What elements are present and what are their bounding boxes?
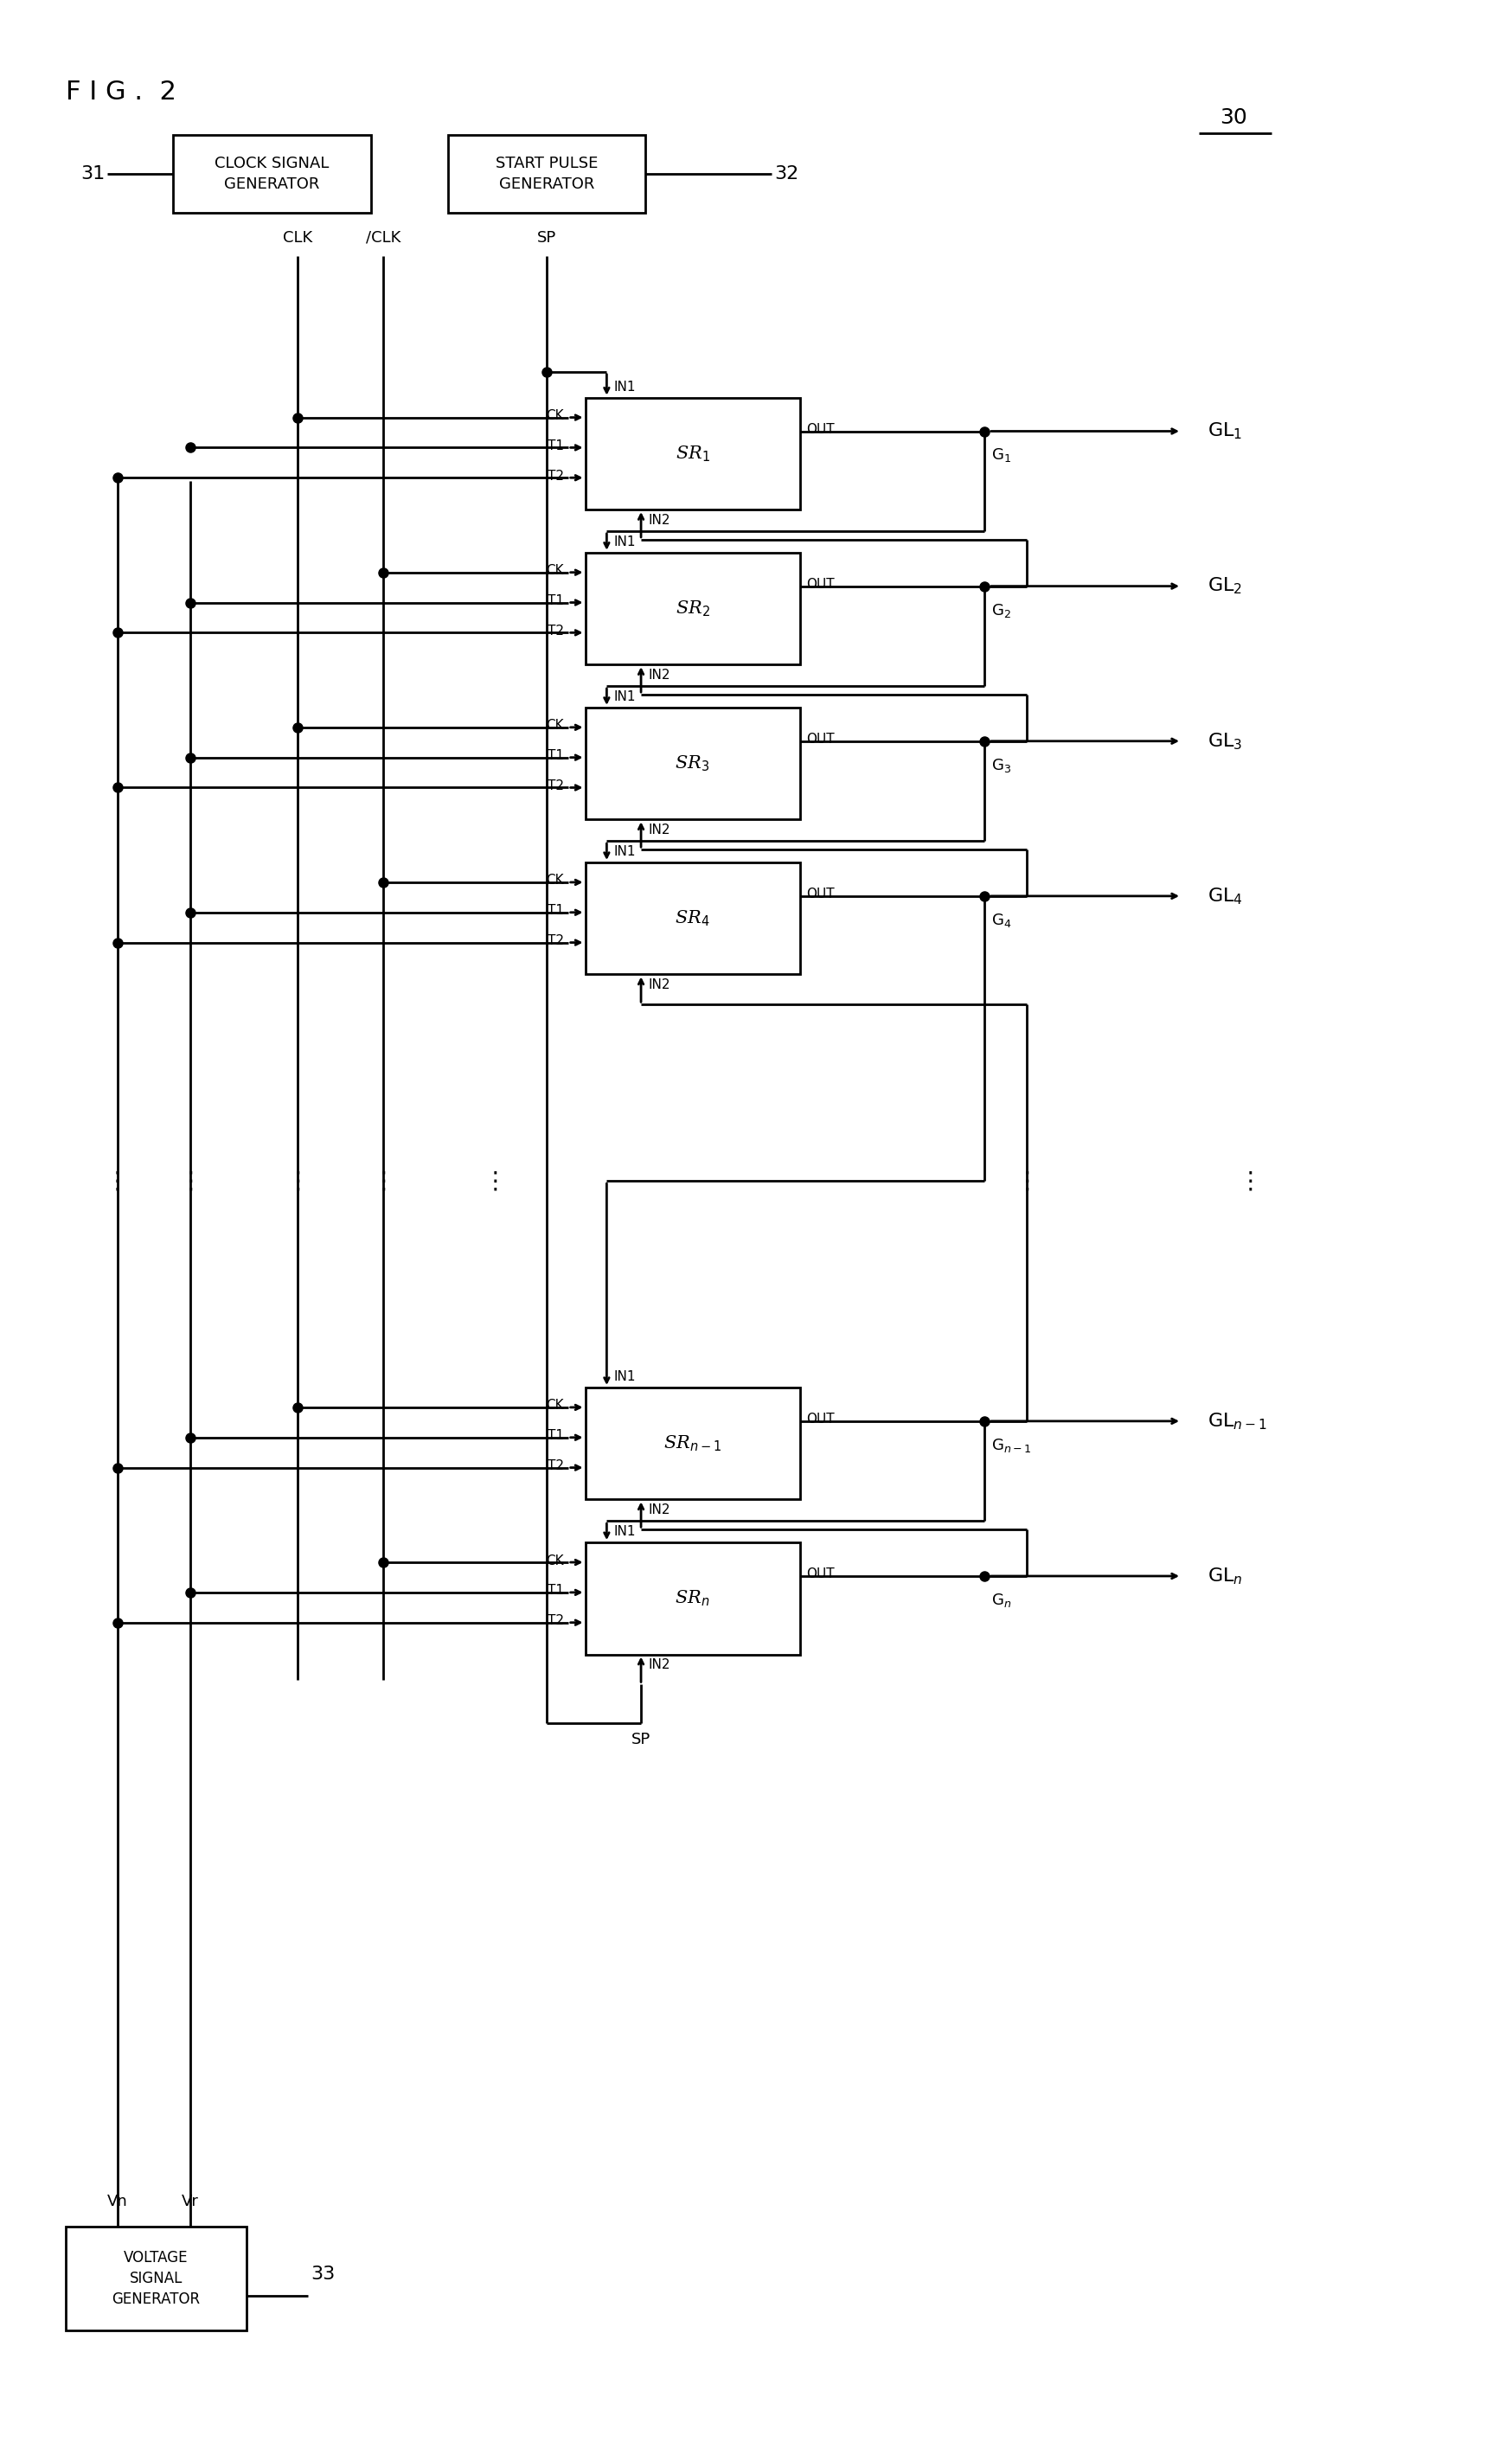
Text: ⋮: ⋮ (106, 1170, 130, 1194)
Text: 33: 33 (310, 2266, 336, 2283)
Text: CK: CK (546, 564, 564, 576)
Text: ⋮: ⋮ (372, 1170, 396, 1194)
Text: CLOCK SIGNAL
GENERATOR: CLOCK SIGNAL GENERATOR (215, 156, 330, 193)
Text: IN2: IN2 (647, 1658, 670, 1673)
Text: T1: T1 (547, 440, 564, 452)
Text: T2: T2 (547, 935, 564, 947)
Text: T2: T2 (547, 625, 564, 637)
Bar (585, 862, 800, 974)
Bar (448, 134, 646, 212)
Text: OUT: OUT (806, 733, 835, 745)
Bar (585, 1387, 800, 1499)
Text: CK: CK (546, 874, 564, 886)
Text: OUT: OUT (806, 1414, 835, 1426)
Text: IN1: IN1 (614, 845, 635, 857)
Text: 31: 31 (80, 166, 104, 183)
Text: IN1: IN1 (614, 1370, 635, 1382)
Text: START PULSE
GENERATOR: START PULSE GENERATOR (496, 156, 597, 193)
Text: G$_1$: G$_1$ (992, 447, 1012, 464)
Bar (585, 708, 800, 821)
Text: GL$_4$: GL$_4$ (1208, 886, 1243, 906)
Text: IN2: IN2 (647, 513, 670, 527)
Text: OUT: OUT (806, 1568, 835, 1580)
Text: GL$_2$: GL$_2$ (1208, 576, 1241, 596)
Text: SR$_1$: SR$_1$ (676, 444, 709, 464)
Text: GL$_3$: GL$_3$ (1208, 730, 1243, 752)
Text: ⋮: ⋮ (1238, 1170, 1263, 1194)
Text: SR$_2$: SR$_2$ (676, 598, 709, 618)
Text: IN2: IN2 (647, 979, 670, 991)
Text: G$_n$: G$_n$ (992, 1592, 1012, 1609)
Bar (67, 2227, 246, 2330)
Text: 32: 32 (774, 166, 798, 183)
Text: CK: CK (546, 718, 564, 733)
Text: G$_{n-1}$: G$_{n-1}$ (992, 1436, 1031, 1453)
Bar (585, 398, 800, 510)
Bar (585, 1543, 800, 1653)
Text: T1: T1 (547, 750, 564, 762)
Text: VOLTAGE
SIGNAL
GENERATOR: VOLTAGE SIGNAL GENERATOR (112, 2249, 201, 2308)
Text: IN1: IN1 (614, 381, 635, 393)
Text: ⋮: ⋮ (178, 1170, 203, 1194)
Text: OUT: OUT (806, 889, 835, 901)
Text: ⋮: ⋮ (286, 1170, 310, 1194)
Text: GL$_1$: GL$_1$ (1208, 420, 1243, 442)
Text: 30: 30 (1219, 107, 1247, 129)
Text: ⋮: ⋮ (484, 1170, 507, 1194)
Bar (174, 134, 370, 212)
Text: SR$_4$: SR$_4$ (674, 908, 711, 928)
Text: T1: T1 (547, 593, 564, 608)
Text: SR$_n$: SR$_n$ (674, 1590, 711, 1609)
Text: IN2: IN2 (647, 1504, 670, 1516)
Text: IN2: IN2 (647, 669, 670, 681)
Text: CK: CK (546, 1399, 564, 1411)
Text: IN2: IN2 (647, 823, 670, 838)
Text: F I G .  2: F I G . 2 (67, 78, 177, 105)
Text: SP: SP (537, 230, 556, 244)
Text: IN1: IN1 (614, 691, 635, 703)
Text: Vr: Vr (181, 2193, 200, 2210)
Text: OUT: OUT (806, 579, 835, 591)
Bar (585, 552, 800, 664)
Text: T1: T1 (547, 904, 564, 918)
Text: GL$_n$: GL$_n$ (1208, 1565, 1243, 1587)
Text: /CLK: /CLK (366, 230, 401, 244)
Text: G$_4$: G$_4$ (992, 911, 1012, 928)
Text: SR$_3$: SR$_3$ (674, 755, 711, 774)
Text: T1: T1 (547, 1429, 564, 1443)
Text: SP: SP (632, 1731, 650, 1748)
Text: T2: T2 (547, 779, 564, 791)
Text: IN1: IN1 (614, 1526, 635, 1538)
Text: T2: T2 (547, 469, 564, 484)
Text: CK: CK (546, 410, 564, 422)
Text: G$_2$: G$_2$ (992, 601, 1012, 618)
Text: OUT: OUT (806, 422, 835, 437)
Text: GL$_{n-1}$: GL$_{n-1}$ (1208, 1411, 1267, 1431)
Text: T1: T1 (547, 1585, 564, 1597)
Text: SR$_{n-1}$: SR$_{n-1}$ (664, 1433, 721, 1453)
Text: CLK: CLK (283, 230, 313, 244)
Text: T2: T2 (547, 1460, 564, 1473)
Text: G$_3$: G$_3$ (992, 757, 1012, 774)
Text: IN1: IN1 (614, 535, 635, 549)
Text: Vn: Vn (107, 2193, 129, 2210)
Text: T2: T2 (547, 1614, 564, 1626)
Text: ⋮: ⋮ (1015, 1170, 1039, 1194)
Text: CK: CK (546, 1553, 564, 1568)
